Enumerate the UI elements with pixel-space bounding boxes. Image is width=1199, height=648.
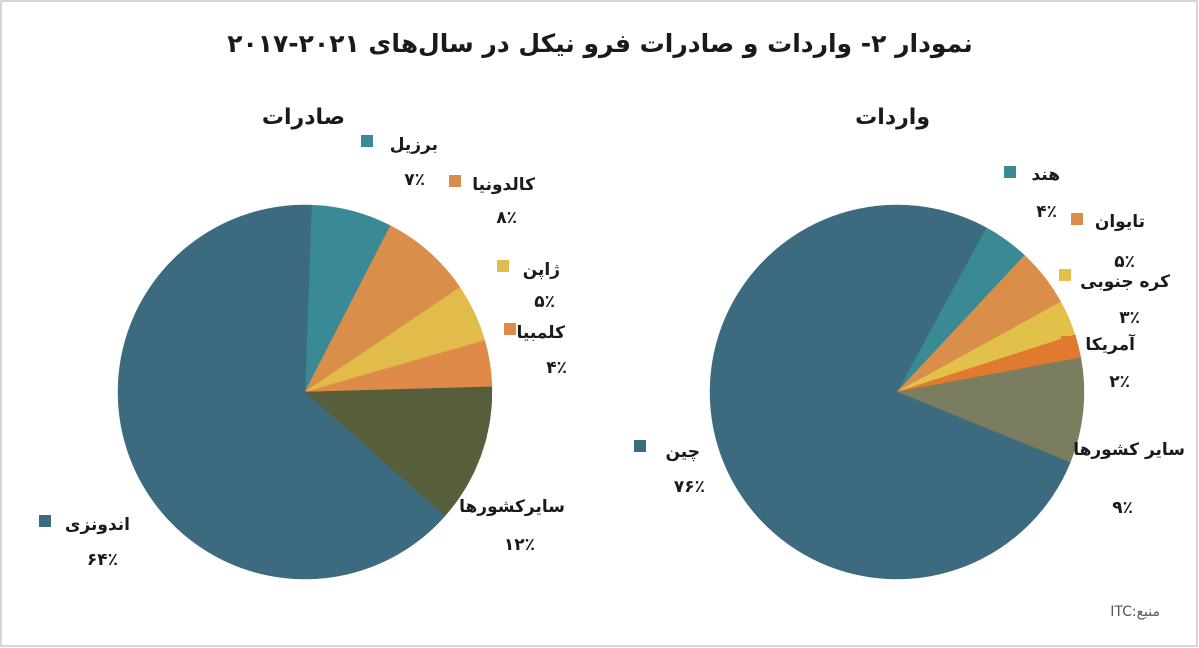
value-label: ۴٪ <box>546 358 567 378</box>
category-label: سایرکشورها <box>459 497 565 517</box>
legend-marker <box>1064 424 1076 436</box>
category-label: سایر کشورها <box>1073 440 1185 460</box>
legend-marker <box>361 135 373 147</box>
category-label: تایوان <box>1095 212 1145 232</box>
category-label: آمریکا <box>1085 333 1136 355</box>
category-label: ژاپن <box>523 260 560 280</box>
value-label: ۳٪ <box>1119 308 1140 328</box>
category-label: اندونزی <box>65 515 130 535</box>
legend-marker <box>1071 213 1083 225</box>
legend-marker <box>1004 166 1016 178</box>
legend-marker <box>39 515 51 527</box>
pie-slice <box>896 357 1085 463</box>
pie-title: واردات <box>855 105 930 130</box>
pie-title: صادرات <box>262 105 345 130</box>
pie-slice <box>709 204 1071 580</box>
category-label: هند <box>1031 165 1060 185</box>
legend-marker <box>1061 336 1073 348</box>
value-label: ۸٪ <box>496 208 517 228</box>
legend-marker <box>449 175 461 187</box>
value-label: ۲٪ <box>1109 372 1130 392</box>
value-label: ۱۲٪ <box>504 535 535 555</box>
category-label: کالدونیا <box>472 175 535 195</box>
category-label: کره جنوبی <box>1080 272 1170 292</box>
value-label: ۹٪ <box>1112 498 1133 518</box>
pie-slice <box>117 204 446 580</box>
pie-slice <box>304 386 493 517</box>
category-label: برزیل <box>390 135 438 155</box>
value-label: ۵٪ <box>534 292 555 312</box>
legend-marker <box>497 260 509 272</box>
chart-title: نمودار ۲- واردات و صادرات فرو نیکل در سا… <box>227 29 973 59</box>
source: منبع:ITC <box>1110 604 1160 620</box>
pie-slice <box>304 225 461 393</box>
value-label: ۴٪ <box>1036 202 1057 222</box>
legend-marker <box>1059 269 1071 281</box>
category-label: چین <box>666 442 701 462</box>
value-label: ۶۴٪ <box>87 550 118 570</box>
legend-marker <box>504 323 516 335</box>
category-label: کلمبیا <box>517 323 566 343</box>
value-label: ۷۶٪ <box>674 477 705 497</box>
value-label: ۵٪ <box>1114 252 1135 272</box>
legend-marker <box>634 440 646 452</box>
value-label: ۷٪ <box>404 170 425 190</box>
